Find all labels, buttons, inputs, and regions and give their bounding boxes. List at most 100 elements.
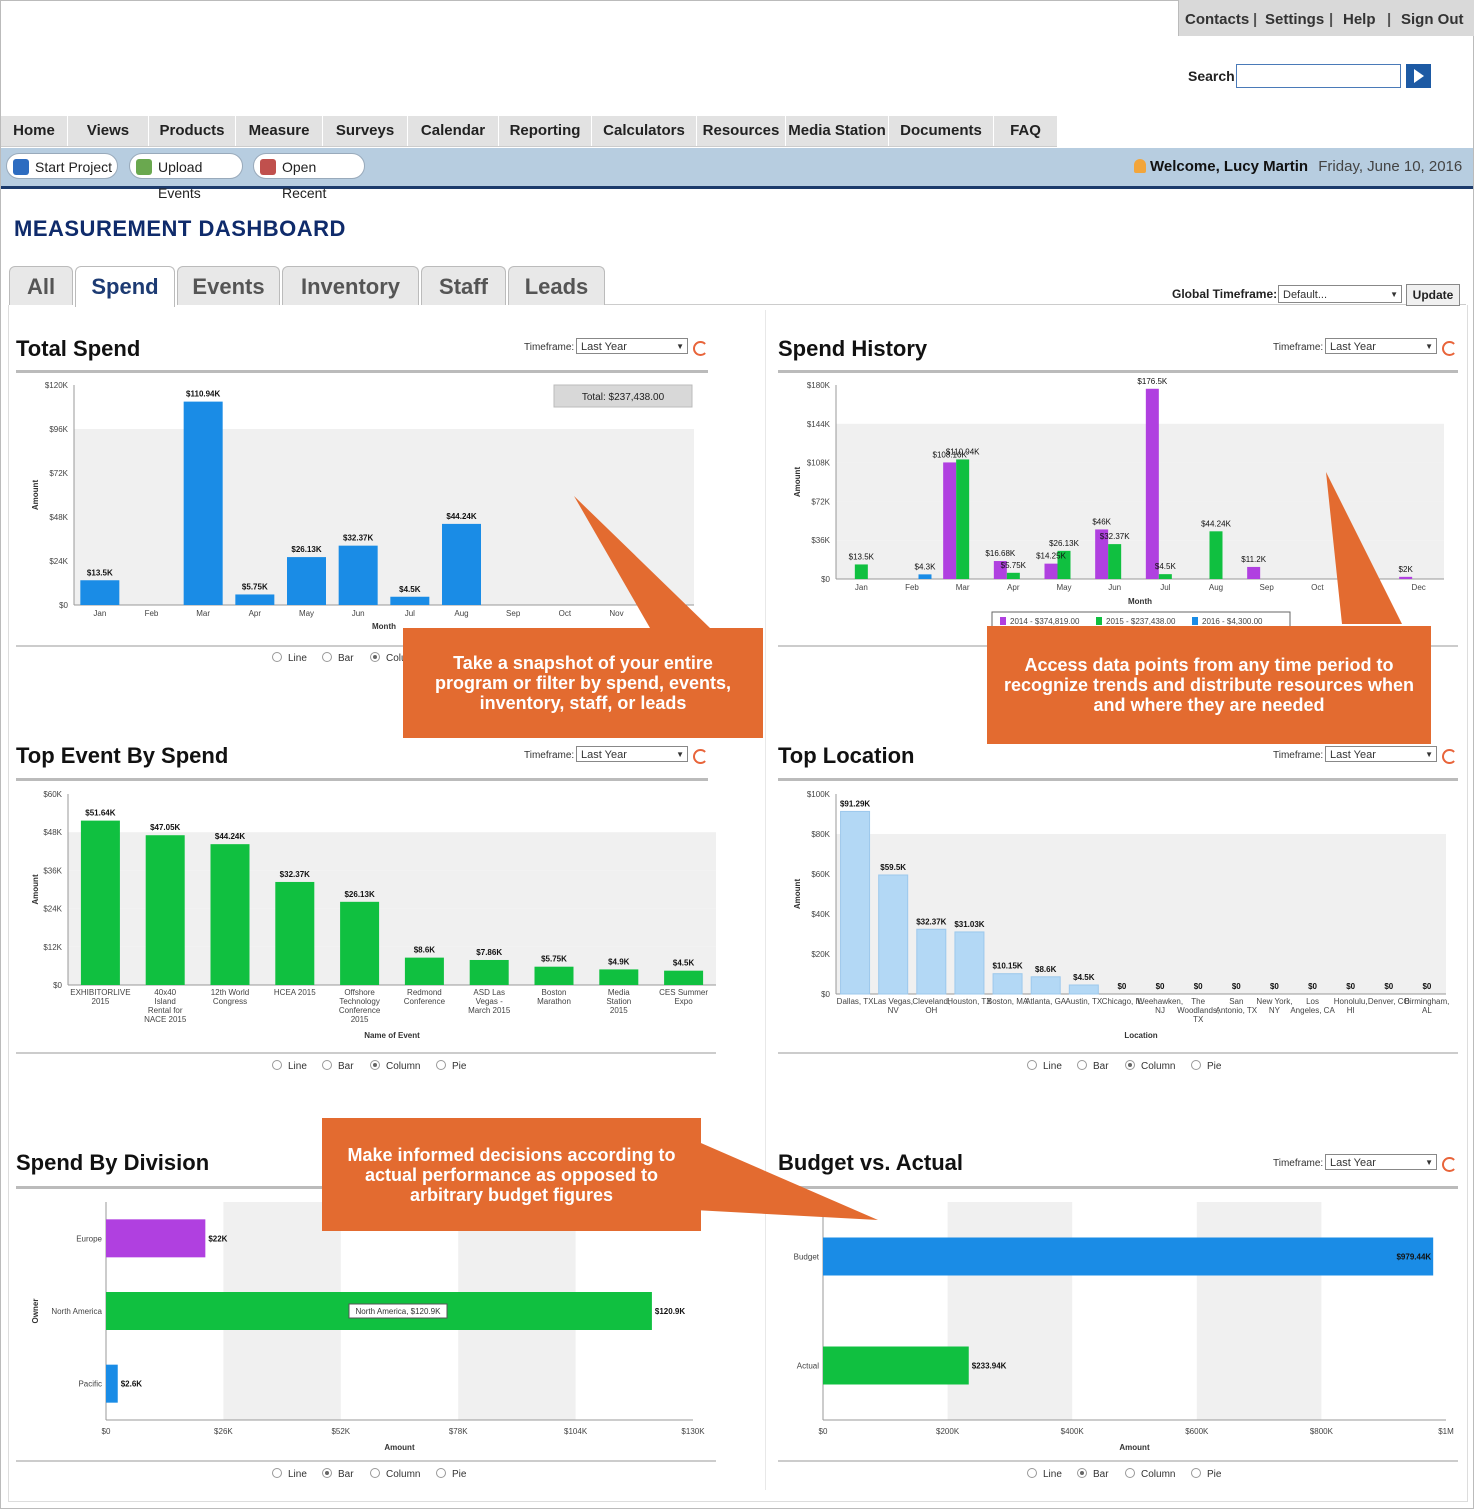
x-tick-label: Aug (1209, 583, 1223, 592)
radio-bar[interactable] (1077, 1060, 1087, 1070)
radio-line[interactable] (1027, 1060, 1037, 1070)
x-tick-label: NV (888, 1006, 900, 1015)
radio-bar[interactable] (322, 1468, 332, 1478)
radio-line[interactable] (1027, 1468, 1037, 1478)
refresh-icon[interactable] (1442, 749, 1457, 764)
nav-surveys[interactable]: Surveys (323, 116, 408, 146)
data-label: $110.94K (946, 447, 980, 456)
contacts-link[interactable]: Contacts (1185, 11, 1250, 28)
y-tick-label: $180K (807, 381, 831, 390)
data-label: $110.94K (186, 390, 220, 399)
nav-home[interactable]: Home (1, 116, 68, 146)
y-tick-label: $72K (811, 497, 830, 506)
tab-all[interactable]: All (9, 266, 73, 305)
bar-mar (943, 462, 957, 579)
data-label: $8.6K (1035, 965, 1057, 974)
callout-snapshot: Take a snapshot of your entire program o… (403, 628, 763, 738)
timeframe-select-spend-history[interactable]: Last Year (1325, 338, 1437, 355)
x-tick-label: Jan (855, 583, 868, 592)
update-button[interactable]: Update (1406, 284, 1460, 306)
callout-pointer (574, 496, 710, 628)
timeframe-select-budget-actual[interactable]: Last Year (1325, 1154, 1437, 1171)
radio-line[interactable] (272, 1060, 282, 1070)
start-project-button[interactable]: Start Project (6, 153, 118, 179)
x-tick-label: Austin, TX (1065, 997, 1102, 1006)
data-label: $4.9K (608, 957, 630, 966)
legend-item: 2016 - $4,300.00 (1202, 617, 1263, 626)
global-timeframe-select[interactable]: Default... (1278, 285, 1402, 304)
x-tick-label: Jan (93, 609, 106, 618)
refresh-icon[interactable] (693, 341, 708, 356)
refresh-icon[interactable] (1442, 1157, 1457, 1172)
settings-link[interactable]: Settings (1265, 11, 1325, 28)
data-label: $4.5K (1073, 973, 1095, 982)
radio-bar[interactable] (1077, 1468, 1087, 1478)
radio-column[interactable] (1125, 1468, 1135, 1478)
x-axis-title: Location (1124, 1031, 1157, 1040)
nav-measure[interactable]: Measure (236, 116, 323, 146)
timeframe-select-top-location[interactable]: Last Year (1325, 746, 1437, 763)
nav-documents[interactable]: Documents (889, 116, 994, 146)
bar-jun (1095, 529, 1109, 579)
x-tick-label: Atlanta, GA (1025, 997, 1067, 1006)
data-label: $16.68K (985, 549, 1015, 558)
radio-bar[interactable] (322, 652, 332, 662)
timeframe-label: Timeframe: (524, 342, 575, 353)
y-tick-label: $120K (45, 381, 69, 390)
refresh-icon[interactable] (1442, 341, 1457, 356)
nav-views[interactable]: Views (68, 116, 149, 146)
search-input[interactable] (1236, 64, 1401, 88)
x-tick-label: Boston (542, 988, 567, 997)
open-recent-icon (260, 159, 276, 175)
radio-pie[interactable] (436, 1060, 446, 1070)
x-tick-label: San (1229, 997, 1243, 1006)
data-label: $108.16K (933, 450, 968, 459)
utility-bar: Contacts | Settings | Help | Sign Out (1178, 0, 1474, 36)
x-tick-label: Los (1306, 997, 1319, 1006)
timeframe-select-total-spend[interactable]: Last Year (576, 338, 688, 355)
data-label: $13.5K (87, 568, 113, 577)
grid-band (74, 561, 694, 605)
x-tick-label: NACE 2015 (144, 1015, 187, 1024)
nav-media-station[interactable]: Media Station (786, 116, 889, 146)
radio-column[interactable] (370, 1468, 380, 1478)
sign-out-link[interactable]: Sign Out (1401, 11, 1464, 28)
data-label: $0 (1194, 982, 1203, 991)
bar-apr (993, 561, 1007, 579)
dashboard-body (8, 305, 1468, 1502)
upload-events-button[interactable]: Upload Events (129, 153, 243, 201)
radio-line[interactable] (272, 652, 282, 662)
timeframe-select-top-event[interactable]: Last Year (576, 746, 688, 763)
open-recent-button[interactable]: Open Recent (253, 153, 365, 201)
radio-column[interactable] (370, 1060, 380, 1070)
refresh-icon[interactable] (693, 749, 708, 764)
tab-spend[interactable]: Spend (75, 266, 175, 307)
nav-calendar[interactable]: Calendar (408, 116, 499, 146)
radio-pie[interactable] (1191, 1060, 1201, 1070)
x-tick-label: NJ (1155, 1006, 1165, 1015)
start-project-icon (13, 159, 29, 175)
x-tick-label: 2015 (610, 1006, 628, 1015)
radio-column[interactable] (370, 652, 380, 662)
nav-resources[interactable]: Resources (697, 116, 786, 146)
tab-staff[interactable]: Staff (421, 266, 506, 305)
tab-leads[interactable]: Leads (508, 266, 605, 305)
radio-column[interactable] (1125, 1060, 1135, 1070)
radio-bar[interactable] (322, 1060, 332, 1070)
x-tick-label: Congress (213, 997, 247, 1006)
y-tick-label: $60K (43, 790, 62, 799)
search-go-button[interactable] (1406, 64, 1431, 88)
radio-line[interactable] (272, 1468, 282, 1478)
radio-pie[interactable] (436, 1468, 446, 1478)
tab-events[interactable]: Events (177, 266, 280, 305)
x-tick-label: Rental for (148, 1006, 183, 1015)
help-link[interactable]: Help (1343, 11, 1376, 28)
chart-spend-division: $0 $26K $52K $78K $104K $130K Europe $22K North … (31, 1202, 705, 1452)
nav-products[interactable]: Products (149, 116, 236, 146)
nav-faq[interactable]: FAQ (994, 116, 1058, 146)
tab-inventory[interactable]: Inventory (282, 266, 419, 305)
nav-calculators[interactable]: Calculators (592, 116, 697, 146)
nav-reporting[interactable]: Reporting (499, 116, 592, 146)
tooltip-box (348, 1303, 448, 1319)
radio-pie[interactable] (1191, 1468, 1201, 1478)
